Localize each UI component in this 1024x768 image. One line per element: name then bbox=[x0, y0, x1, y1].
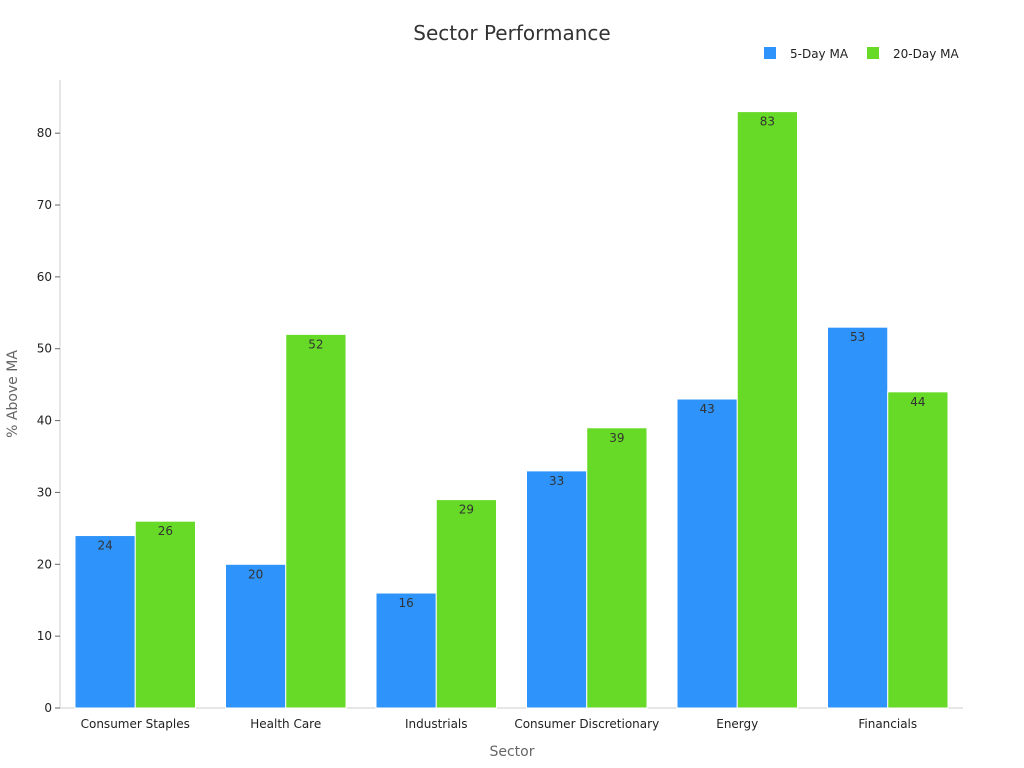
x-tick-label: Consumer Staples bbox=[81, 717, 190, 731]
x-tick-label: Health Care bbox=[250, 717, 321, 731]
bar bbox=[887, 391, 949, 709]
y-tick-label: 80 bbox=[37, 126, 52, 140]
bar bbox=[435, 499, 497, 709]
legend-label: 20-Day MA bbox=[893, 47, 959, 61]
data-label: 39 bbox=[609, 431, 624, 445]
legend-swatch bbox=[867, 47, 879, 59]
axes: 0 10 20 30 40 50 60 70 80 Consumer Staples Health … bbox=[37, 80, 963, 731]
y-axis-title: % Above MA bbox=[5, 350, 21, 438]
y-tick-label: 70 bbox=[37, 198, 52, 212]
y-tick-label: 60 bbox=[37, 270, 52, 284]
bar bbox=[736, 111, 798, 709]
data-label: 16 bbox=[398, 596, 413, 610]
chart-title: Sector Performance bbox=[413, 21, 610, 45]
data-label: 53 bbox=[850, 330, 865, 344]
legend-swatch bbox=[764, 47, 776, 59]
x-tick-label: Energy bbox=[716, 717, 758, 731]
y-tick-label: 0 bbox=[44, 701, 52, 715]
data-label: 20 bbox=[248, 567, 263, 581]
bar bbox=[827, 326, 889, 709]
data-label: 83 bbox=[760, 115, 775, 129]
bar bbox=[225, 563, 287, 709]
data-label: 43 bbox=[699, 402, 714, 416]
y-tick-label: 40 bbox=[37, 414, 52, 428]
y-tick-label: 50 bbox=[37, 342, 52, 356]
data-label: 29 bbox=[459, 503, 474, 517]
y-tick-label: 20 bbox=[37, 557, 52, 571]
bar bbox=[134, 520, 196, 709]
bar bbox=[375, 592, 437, 709]
bar bbox=[526, 470, 588, 709]
y-tick-label: 30 bbox=[37, 485, 52, 499]
data-label: 24 bbox=[97, 539, 112, 553]
legend-label: 5-Day MA bbox=[790, 47, 849, 61]
bar bbox=[586, 427, 648, 709]
bar bbox=[676, 398, 738, 709]
x-tick-label: Financials bbox=[858, 717, 917, 731]
y-tick-label: 10 bbox=[37, 629, 52, 643]
x-tick-label: Consumer Discretionary bbox=[514, 717, 659, 731]
x-tick-label: Industrials bbox=[405, 717, 468, 731]
data-label: 44 bbox=[910, 395, 925, 409]
data-label: 52 bbox=[308, 337, 323, 351]
data-label: 33 bbox=[549, 474, 564, 488]
bar bbox=[74, 535, 136, 709]
bars: 24 26 20 52 16 29 33 39 43 83 53 44 bbox=[74, 111, 949, 709]
x-axis-title: Sector bbox=[489, 744, 534, 760]
data-label: 26 bbox=[158, 524, 173, 538]
legend: 5-Day MA 20-Day MA bbox=[764, 47, 959, 61]
bar bbox=[285, 333, 347, 709]
